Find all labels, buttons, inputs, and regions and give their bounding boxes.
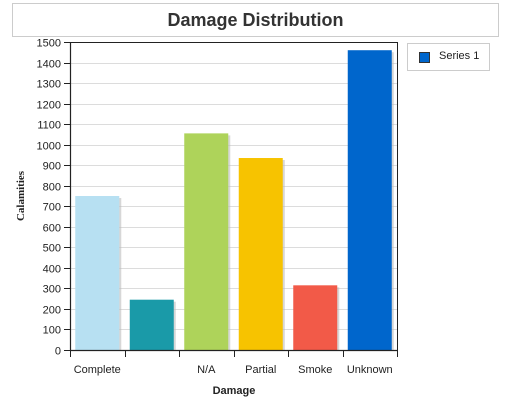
bar-group — [347, 50, 394, 351]
y-tick-label: 1000 — [37, 141, 61, 153]
y-tick-label: 800 — [43, 182, 61, 194]
legend: Series 1 — [407, 43, 490, 71]
bar — [238, 158, 283, 350]
bar-group — [184, 133, 231, 350]
y-tick-label: 900 — [43, 161, 61, 173]
bar — [129, 299, 174, 350]
axes — [69, 42, 398, 352]
y-tick-label: 1500 — [37, 38, 61, 50]
x-tick-label: N/A — [197, 364, 216, 376]
x-tick-label: Complete — [74, 364, 121, 376]
y-tick-label: 400 — [43, 264, 61, 276]
y-tick-label: 1200 — [37, 100, 61, 112]
bar — [347, 50, 392, 351]
chart-title-box: Damage Distribution — [12, 3, 499, 37]
y-axis-title: Calamities — [15, 170, 27, 221]
chart-title: Damage Distribution — [167, 10, 344, 30]
y-tick-label: 100 — [43, 325, 61, 337]
y-tick-label: 200 — [43, 305, 61, 317]
y-tick-label: 300 — [43, 284, 61, 296]
x-tick-label: Unknown — [347, 364, 393, 376]
bar — [293, 285, 338, 350]
bar-group — [293, 285, 340, 350]
x-tick-label: Smoke — [298, 364, 332, 376]
bar — [184, 133, 229, 350]
y-tick-label: 600 — [43, 223, 61, 235]
bar-group — [129, 299, 176, 350]
bars — [75, 50, 394, 351]
bar-group — [75, 196, 122, 350]
y-tick-label: 1300 — [37, 79, 61, 91]
x-axis-ticks: Complete N/A Partial Smoke Unknown — [70, 350, 398, 376]
legend-label: Series 1 — [439, 50, 480, 62]
y-tick-label: 1100 — [37, 120, 61, 132]
y-tick-label: 700 — [43, 202, 61, 214]
y-tick-label: 500 — [43, 243, 61, 255]
legend-swatch — [419, 52, 430, 63]
x-tick-label: Partial — [245, 364, 276, 376]
bar — [75, 196, 120, 350]
y-tick-label: 1400 — [37, 59, 61, 71]
gridlines — [70, 42, 397, 330]
bar-group — [238, 158, 285, 350]
x-axis-title: Damage — [213, 385, 256, 397]
y-axis-ticks: 0 100 200 300 400 500 600 700 800 900 1000 1100 1200… — [37, 38, 70, 358]
y-tick-label: 0 — [55, 346, 61, 358]
